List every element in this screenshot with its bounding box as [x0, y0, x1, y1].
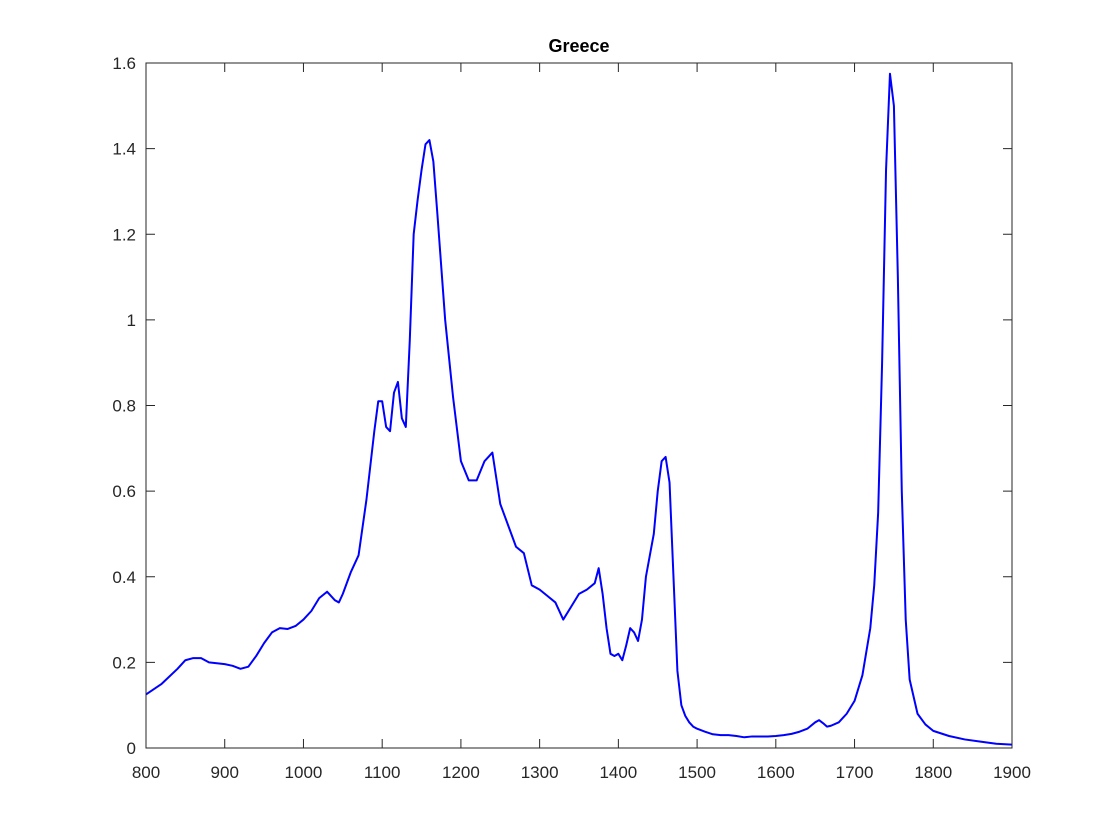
y-tick-label: 0.8: [112, 397, 136, 416]
y-tick-label: 1.4: [112, 140, 136, 159]
plot-area: [145, 72, 1013, 746]
y-axis: 0 0.2 0.4 0.6 0.8 1 1.2 1.4 1.6: [112, 54, 1012, 758]
x-tick-label: 1100: [364, 763, 401, 782]
x-tick-label: 1800: [914, 763, 952, 782]
x-axis: 800 900 1000 1100 1200 1300 1400 1500 1600 1700 18…: [132, 63, 1031, 782]
x-tick-label: 1200: [442, 763, 480, 782]
spectrum-series-line: [145, 72, 1013, 746]
x-tick-label: 1600: [757, 763, 795, 782]
x-tick-label: 1500: [678, 763, 716, 782]
axes-box: [145, 62, 1013, 749]
x-tick-label: 1300: [521, 763, 559, 782]
x-tick-label: 1400: [599, 763, 637, 782]
x-tick-label: 1700: [836, 763, 874, 782]
y-tick-label: 1.6: [112, 54, 136, 73]
y-tick-label: 0.4: [112, 568, 136, 587]
y-tick-label: 1: [127, 311, 136, 330]
x-tick-label: 1000: [285, 763, 323, 782]
x-tick-label: 900: [211, 763, 239, 782]
y-tick-label: 1.2: [112, 225, 136, 244]
x-tick-label: 1900: [993, 763, 1031, 782]
y-tick-label: 0.2: [112, 653, 136, 672]
y-tick-label: 0: [127, 739, 136, 758]
x-tick-label: 800: [132, 763, 160, 782]
y-tick-label: 0.6: [112, 482, 136, 501]
chart-title: Greece: [548, 36, 610, 56]
